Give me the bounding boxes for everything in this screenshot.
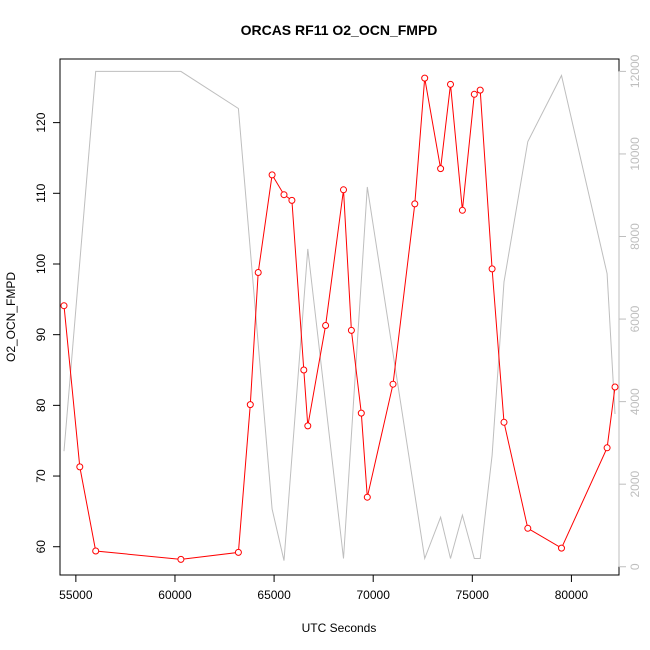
x-axis-label: UTC Seconds bbox=[302, 621, 377, 635]
y2-tick-label: 4000 bbox=[628, 388, 642, 415]
primary-series-point bbox=[611, 383, 619, 391]
primary-series-point bbox=[558, 544, 565, 552]
plot-frame bbox=[59, 58, 620, 576]
primary-series-point bbox=[254, 269, 262, 276]
y2-tick-label: 8000 bbox=[628, 223, 642, 250]
y-tick-label: 80 bbox=[34, 398, 48, 412]
primary-series-point bbox=[603, 444, 611, 452]
primary-series-point bbox=[347, 326, 355, 334]
primary-series-point bbox=[177, 555, 185, 563]
y-tick-label: 110 bbox=[34, 183, 48, 202]
primary-series-line bbox=[63, 78, 616, 560]
primary-series-point bbox=[288, 196, 296, 204]
x-axis: 55000 60000 65000 70000 75000 80000 bbox=[59, 574, 589, 602]
chart-title: ORCAS RF11 O2_OCN_FMPD bbox=[241, 22, 438, 38]
y-tick-label: 70 bbox=[34, 469, 48, 483]
secondary-series bbox=[63, 70, 616, 561]
primary-series-point bbox=[280, 191, 288, 199]
primary-series-point bbox=[488, 265, 496, 273]
y-tick-label: 120 bbox=[34, 112, 48, 132]
y-axis-label: O2_OCN_FMPD bbox=[4, 272, 18, 362]
y2-tick-label: 2000 bbox=[628, 471, 642, 498]
primary-series-point bbox=[340, 186, 347, 194]
x-tick-label: 75000 bbox=[456, 588, 490, 602]
primary-series-point bbox=[268, 171, 276, 179]
primary-series bbox=[60, 74, 619, 563]
primary-series-point bbox=[411, 200, 419, 208]
primary-series-point bbox=[300, 366, 308, 374]
secondary-series-line bbox=[63, 70, 616, 561]
primary-series-point bbox=[357, 409, 365, 417]
primary-series-point bbox=[458, 206, 466, 214]
y-tick-label: 100 bbox=[34, 254, 48, 274]
primary-series-point bbox=[500, 418, 508, 426]
primary-series-point bbox=[363, 493, 371, 501]
primary-series-point bbox=[421, 74, 429, 82]
primary-series-point bbox=[234, 548, 242, 556]
y-tick-label: 60 bbox=[34, 540, 48, 554]
y2-tick-label: 6000 bbox=[628, 305, 642, 332]
y2-tick-label: 0 bbox=[628, 563, 642, 570]
x-tick-label: 55000 bbox=[59, 588, 93, 602]
primary-series-point bbox=[437, 165, 445, 173]
primary-series-point bbox=[322, 322, 330, 329]
primary-series-point bbox=[246, 401, 254, 409]
y-tick-label: 90 bbox=[34, 328, 48, 342]
primary-series-point bbox=[389, 380, 397, 388]
primary-series-point bbox=[470, 90, 478, 98]
primary-series-point bbox=[476, 86, 484, 94]
y2-tick-label: 12000 bbox=[628, 54, 642, 88]
primary-series-point bbox=[92, 547, 100, 555]
x-tick-label: 80000 bbox=[555, 588, 589, 602]
y-axis: 60 70 80 90 100 110 120 bbox=[34, 112, 61, 554]
y2-axis: 0 2000 4000 6000 8000 10000 12000 bbox=[618, 54, 642, 570]
x-tick-label: 70000 bbox=[357, 588, 391, 602]
primary-series-point bbox=[76, 463, 84, 471]
primary-series-point bbox=[447, 80, 454, 88]
primary-series-point bbox=[304, 422, 312, 430]
y2-tick-label: 10000 bbox=[628, 137, 642, 171]
x-tick-label: 60000 bbox=[158, 588, 192, 602]
x-tick-label: 65000 bbox=[257, 588, 291, 602]
primary-series-point bbox=[524, 524, 532, 532]
primary-series-point bbox=[60, 302, 68, 310]
